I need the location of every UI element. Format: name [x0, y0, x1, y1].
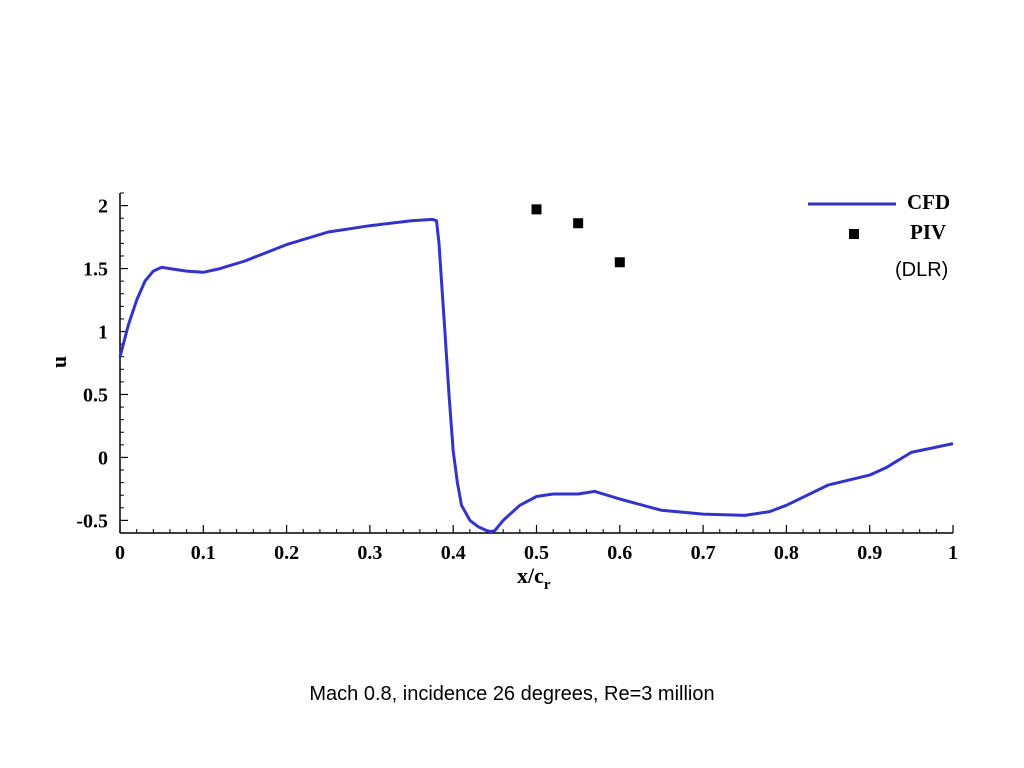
x-tick-label: 0: [115, 542, 125, 564]
x-axis-label: x/cr: [517, 563, 551, 593]
y-tick-label: 2: [98, 196, 108, 218]
y-tick-label: 0.5: [83, 384, 108, 406]
x-tick-label: 0.4: [441, 542, 466, 564]
x-tick-label: 0.7: [691, 542, 716, 564]
piv-point: [614, 257, 625, 268]
x-tick-label: 0.8: [774, 542, 799, 564]
piv-point: [531, 204, 542, 215]
x-axis: 0 0.1 0.2 0.3 0.4 0.5 0.6 0.7 0.8 0.9 1: [115, 525, 958, 564]
legend: CFD PIV (DLR): [808, 190, 950, 281]
series-line-cfd: [118, 217, 954, 534]
legend-cfd-label: CFD: [907, 190, 950, 214]
y-axis-label: u: [46, 356, 71, 368]
figure-caption: Mach 0.8, incidence 26 degrees, Re=3 mil…: [309, 683, 715, 705]
x-tick-label: 1: [948, 542, 958, 564]
x-tick-label: 0.5: [524, 542, 549, 564]
legend-piv-note: (DLR): [895, 259, 948, 281]
x-tick-label: 0.2: [274, 542, 299, 564]
x-tick-label: 0.9: [857, 542, 882, 564]
y-tick-label: 1.5: [83, 259, 108, 281]
y-tick-label: -0.5: [76, 510, 108, 532]
y-tick-label: 1: [98, 322, 108, 344]
legend-piv-label: PIV: [910, 220, 946, 244]
legend-piv-marker: [849, 229, 859, 239]
x-tick-label: 0.6: [607, 542, 632, 564]
x-tick-label: 0.1: [191, 542, 216, 564]
piv-point: [573, 218, 584, 229]
series-layer: [118, 204, 954, 534]
y-axis: -0.5 0 0.5 1 1.5 2: [76, 192, 128, 534]
plot-area: [119, 193, 953, 534]
x-tick-label: 0.3: [357, 542, 382, 564]
y-tick-label: 0: [98, 447, 108, 469]
